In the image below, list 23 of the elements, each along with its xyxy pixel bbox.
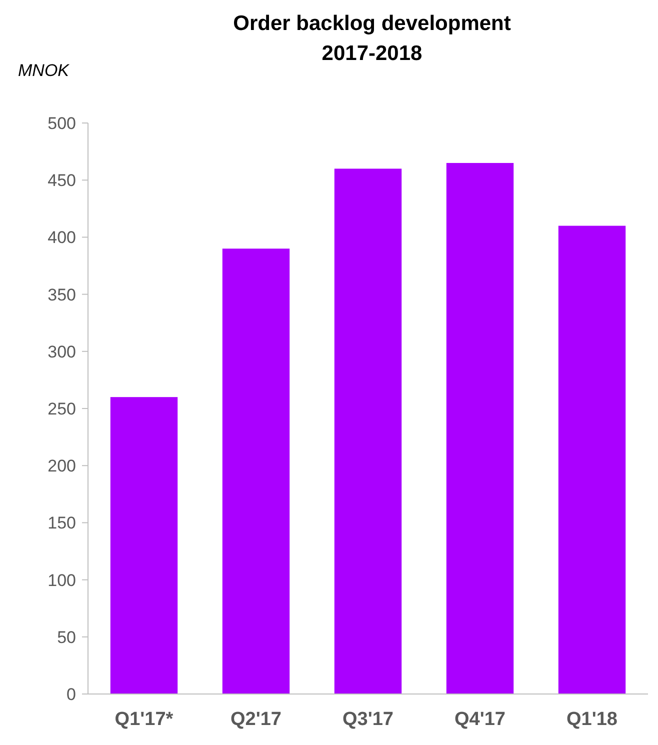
y-tick-label: 100 [48,570,76,590]
y-tick-label: 450 [48,171,76,190]
x-tick-label: Q1'17* [114,709,174,730]
bar [334,168,402,694]
y-tick-label: 350 [48,285,76,304]
y-tick-label: 150 [48,514,76,533]
bar [222,248,290,694]
x-tick-label: Q4'17 [454,709,506,730]
y-tick-label: 200 [48,456,76,476]
y-tick-label: 250 [48,399,76,418]
bar [558,226,626,694]
x-tick-label: Q1'18 [566,709,618,730]
y-tick-label: 400 [48,228,76,248]
y-tick-label: 0 [66,684,76,704]
x-tick-label: Q3'17 [342,709,394,730]
bar [446,162,514,694]
x-tick-label: Q2'17 [230,709,282,730]
y-tick-label: 500 [48,114,76,133]
chart-title: Order backlog development 2017-2018 [233,12,511,65]
y-axis-title: MNOK [18,61,70,80]
y-tick-label: 300 [48,342,76,362]
bar [110,397,178,694]
y-tick-label: 50 [57,628,76,647]
